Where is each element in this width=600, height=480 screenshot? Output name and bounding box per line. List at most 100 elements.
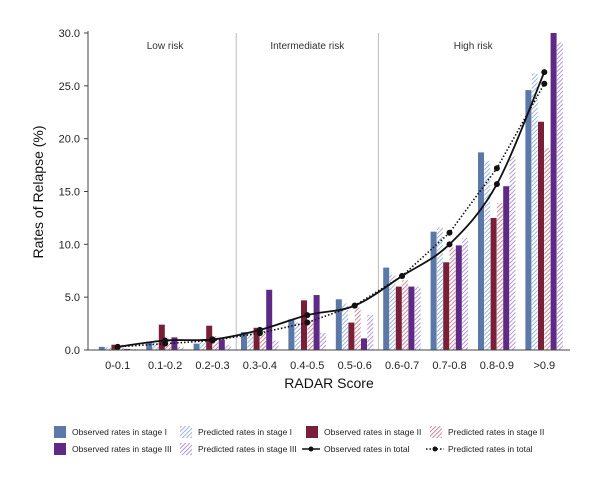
legend-item: Observed rates in stage I	[54, 426, 167, 438]
y-axis-label: Rates of Relapse (%)	[30, 125, 46, 258]
legend-item: Predicted rates in stage II	[430, 426, 544, 438]
bar	[538, 121, 544, 350]
bar	[402, 280, 409, 350]
legend: Observed rates in stage I Predicted rates…	[54, 426, 544, 455]
bar	[436, 227, 443, 350]
legend-label: Predicted rates in total	[448, 444, 533, 454]
bar-group	[525, 33, 563, 351]
line-point	[256, 330, 263, 337]
bar	[259, 330, 266, 350]
bar	[294, 322, 301, 350]
bar	[193, 343, 200, 350]
x-tick-label: 0.8-0.9	[480, 360, 514, 372]
bar	[307, 320, 314, 350]
bar	[503, 186, 510, 350]
bar-group	[430, 227, 469, 350]
bar	[525, 90, 532, 350]
bar	[206, 325, 213, 350]
legend-label: Observed rates in stage I	[72, 427, 167, 437]
observed-total-line	[117, 71, 546, 348]
x-tick-label: 0.5-0.6	[338, 360, 372, 372]
risk-regions: Low risk Intermediate risk High risk	[147, 33, 494, 350]
legend-item: Predicted rates in stage III	[180, 443, 297, 455]
bar	[408, 286, 415, 350]
bar	[212, 336, 219, 350]
x-tick-label: 0.7-0.8	[432, 360, 466, 372]
line-point	[446, 229, 453, 236]
bar	[301, 300, 307, 350]
legend-swatch	[180, 426, 192, 438]
bar	[105, 346, 112, 350]
bar	[124, 348, 130, 350]
y-tick-label: 15.0	[59, 187, 80, 199]
bar-group	[288, 295, 326, 350]
bar	[130, 348, 137, 350]
bar	[484, 160, 491, 350]
line-point	[114, 343, 121, 350]
bar	[342, 303, 349, 350]
bar-group	[98, 344, 137, 350]
legend-label: Observed rates in stage II	[324, 427, 421, 437]
line-point	[541, 69, 548, 76]
y-tick-label: 20.0	[59, 134, 80, 146]
legend-label: Predicted rates in stage I	[198, 427, 292, 437]
x-axis-label: RADAR Score	[284, 375, 374, 391]
region-label: Intermediate risk	[270, 41, 345, 52]
x-tick-label: 0.4-0.5	[290, 360, 324, 372]
bar	[177, 346, 184, 350]
legend-item: Observed rates in total	[302, 444, 410, 454]
bar	[241, 332, 247, 350]
line-point	[209, 337, 216, 344]
bar	[247, 333, 254, 350]
line-point	[304, 319, 311, 326]
legend-marker	[432, 446, 438, 452]
legend-item: Observed rates in stage III	[54, 443, 172, 455]
bar	[509, 156, 516, 350]
bar	[556, 42, 563, 350]
legend-swatch	[430, 426, 442, 438]
bar	[266, 289, 273, 350]
bar	[367, 315, 374, 350]
bars	[98, 33, 563, 351]
bar	[165, 340, 172, 350]
bar	[490, 217, 497, 350]
bar	[544, 148, 551, 350]
y-tick-label: 30.0	[59, 28, 80, 40]
x-tick-label: >0.9	[533, 360, 555, 372]
bar	[319, 333, 326, 350]
legend-item: Observed rates in stage II	[306, 426, 421, 438]
legend-label: Predicted rates in stage II	[448, 427, 544, 437]
legend-marker	[308, 446, 314, 452]
y-tick-label: 0.0	[65, 345, 80, 357]
bar	[313, 295, 320, 350]
bar	[98, 346, 105, 350]
bar-group	[383, 267, 421, 350]
y-tick-label: 10.0	[59, 239, 80, 251]
x-tick-label: 0.1-0.2	[148, 360, 182, 372]
bar	[496, 203, 503, 350]
bar	[335, 299, 342, 350]
line-point	[541, 80, 548, 87]
line-point	[162, 340, 169, 347]
legend-label: Predicted rates in stage III	[198, 444, 297, 454]
region-label: Low risk	[147, 41, 185, 52]
x-tick-label: 0.2-0.3	[195, 360, 229, 372]
bar	[348, 322, 355, 350]
legend-label: Observed rates in total	[324, 444, 410, 454]
bar	[550, 33, 557, 350]
x-tick-label: 0.3-0.4	[243, 360, 277, 372]
bar	[117, 344, 124, 350]
bar-group	[335, 299, 374, 350]
line-point	[351, 302, 358, 309]
predicted-total-line	[117, 83, 545, 348]
bar	[414, 286, 421, 350]
bar	[152, 342, 159, 350]
total-lines	[114, 69, 548, 350]
bar	[288, 319, 295, 350]
legend-swatch	[54, 426, 66, 438]
bar	[354, 307, 361, 350]
line-point	[399, 273, 406, 280]
bar	[253, 327, 260, 350]
bar	[158, 324, 165, 350]
